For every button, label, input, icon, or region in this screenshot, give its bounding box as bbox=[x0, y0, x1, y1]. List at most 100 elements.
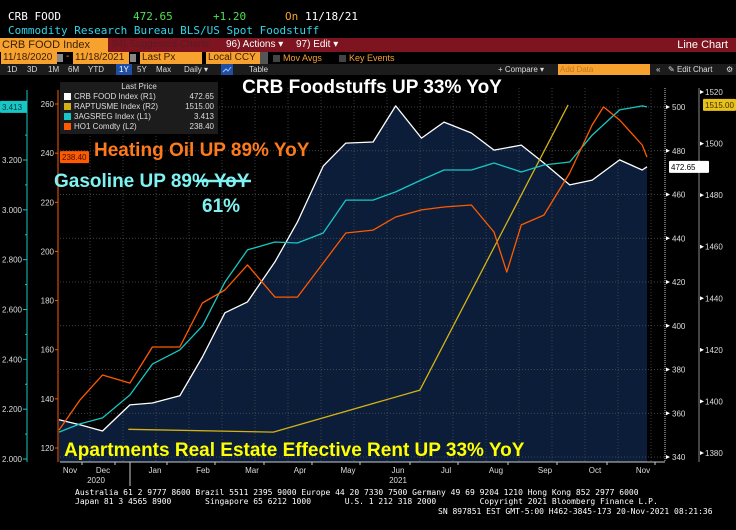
chart-title: CRB Foodstuffs UP 33% YoY bbox=[242, 77, 502, 98]
axis-l1-tick-label: 2.200 bbox=[2, 405, 23, 414]
axis-l1-tick-label: 2.000 bbox=[2, 455, 23, 464]
annotation-gasoline: Gasoline UP 89% YoY bbox=[54, 171, 250, 192]
last-value-tag-l2-bg bbox=[60, 151, 89, 164]
mov-avgs-checkbox[interactable]: Mov Avgs bbox=[273, 52, 322, 64]
period-button-3d[interactable]: 3D bbox=[27, 65, 38, 74]
period-button-1m[interactable]: 1M bbox=[48, 65, 60, 74]
legend-last-value: 472.65 bbox=[189, 92, 214, 101]
legend-last-value: 1515.00 bbox=[185, 102, 214, 111]
last-value-tag-r1-bg bbox=[669, 160, 709, 173]
axis-r2-tick-label: 1440 bbox=[705, 294, 723, 303]
compare-button[interactable]: + Compare ▾ bbox=[498, 65, 545, 74]
legend-last-value: 3.413 bbox=[193, 112, 214, 121]
legend-entry: HO1 Comdty (L2) 238.40 bbox=[60, 122, 218, 132]
series-line-ho1-comdty bbox=[58, 106, 648, 431]
last-value-tag-l2: 238.40 bbox=[62, 153, 87, 162]
key-events-checkbox[interactable]: Key Events bbox=[339, 52, 395, 64]
security-description: Commodity Research Bureau BLS/US Spot Fo… bbox=[8, 24, 320, 37]
gear-icon[interactable]: ⚙ bbox=[726, 65, 734, 74]
price-change: +1.20 bbox=[213, 10, 247, 23]
x-axis-year-label: 2020 bbox=[87, 476, 105, 485]
period-button-ytd[interactable]: YTD bbox=[88, 65, 104, 74]
currency-select[interactable]: Local CCY bbox=[206, 52, 260, 64]
calendar-icon[interactable] bbox=[130, 54, 136, 62]
pencil-icon: ✎ bbox=[668, 65, 677, 74]
annotation-heating-oil: Heating Oil UP 89% YoY bbox=[94, 140, 310, 161]
axis-r1-tick bbox=[666, 148, 670, 153]
axis-l1-tick-label: 3.000 bbox=[2, 206, 23, 215]
checkbox-icon[interactable] bbox=[273, 55, 280, 63]
x-axis-month-label: Apr bbox=[294, 466, 307, 475]
axis-r1-tick-label: 500 bbox=[672, 103, 686, 112]
x-axis-month-label: Aug bbox=[489, 466, 503, 475]
axis-r1-tick-label: 460 bbox=[672, 191, 686, 200]
legend-swatch bbox=[64, 103, 71, 110]
axis-l2-tick-label: 140 bbox=[41, 395, 55, 404]
table-button[interactable]: Table bbox=[249, 65, 269, 74]
period-button-max[interactable]: Max bbox=[156, 65, 172, 74]
legend-swatch bbox=[64, 93, 71, 100]
x-axis-month-label: Jun bbox=[392, 466, 405, 475]
period-button-5y[interactable]: 5Y bbox=[137, 65, 147, 74]
on-label: On bbox=[285, 10, 299, 23]
axis-r2-tick-label: 1400 bbox=[705, 397, 723, 406]
axis-l2-tick-label: 260 bbox=[41, 100, 55, 109]
last-value-tag-r1: 472.65 bbox=[671, 163, 696, 172]
axis-r2-tick bbox=[700, 90, 704, 94]
line-chart-icon[interactable] bbox=[221, 64, 233, 75]
start-date-input[interactable]: 11/18/2020 bbox=[1, 52, 57, 64]
calendar-icon[interactable] bbox=[57, 54, 63, 62]
footer-contacts-1: Australia 61 2 9777 8600 Brazil 5511 239… bbox=[75, 488, 639, 497]
edit-chart-label: Edit Chart bbox=[676, 65, 713, 74]
gasoline-struck-value: 89% bbox=[171, 171, 209, 192]
x-axis-year-label: 2021 bbox=[389, 476, 407, 485]
field-select[interactable]: Last Px bbox=[140, 52, 202, 64]
axis-r1-tick bbox=[666, 192, 670, 197]
axis-r2-tick-label: 1520 bbox=[705, 88, 723, 97]
price-date: 11/18/21 bbox=[305, 10, 358, 23]
axis-r2-tick-label: 1500 bbox=[705, 140, 723, 149]
axis-l2-tick-label: 220 bbox=[41, 198, 55, 207]
last-value-tag-l1-bg bbox=[0, 100, 27, 113]
period-button-1y[interactable]: 1Y bbox=[116, 64, 132, 75]
axis-r1-tick bbox=[666, 280, 670, 284]
menu-bar bbox=[0, 38, 736, 52]
x-axis-month-label: Nov bbox=[63, 466, 77, 475]
period-button-1d[interactable]: 1D bbox=[7, 65, 18, 74]
axis-r1-tick-label: 440 bbox=[672, 234, 686, 243]
legend-series-name: RAPTUSME Index (R2) bbox=[74, 102, 159, 111]
add-data-input[interactable]: Add Data bbox=[558, 64, 650, 75]
legend-header: Last Price bbox=[121, 82, 157, 91]
axis-r1-tick-label: 340 bbox=[672, 453, 686, 462]
footer-contacts-2: Japan 81 3 4565 8900 Singapore 65 6212 1… bbox=[75, 497, 658, 506]
legend-swatch bbox=[64, 123, 71, 130]
x-axis-month-label: Mar bbox=[245, 466, 259, 475]
annotation-rent: Apartments Real Estate Effective Rent UP… bbox=[64, 440, 525, 461]
edit-chart-button[interactable]: ✎ Edit Chart bbox=[668, 64, 713, 75]
period-button-6m[interactable]: 6M bbox=[68, 65, 80, 74]
axis-l2-tick-label: 160 bbox=[41, 346, 55, 355]
axis-r2-tick bbox=[700, 141, 704, 146]
legend: Last Price CRB FOOD Index (R1) 472.65 RAPT… bbox=[60, 82, 218, 134]
axis-l1-tick-label: 2.600 bbox=[2, 306, 23, 315]
series-line-3agsreg-index bbox=[58, 105, 648, 433]
axis-r2-tick-label: 1460 bbox=[705, 243, 723, 252]
mov-avgs-label: Mov Avgs bbox=[283, 53, 322, 63]
ticker: CRB FOOD bbox=[8, 10, 61, 23]
edit-menu[interactable]: 97) Edit ▾ bbox=[296, 39, 339, 50]
x-axis-month-label: Jan bbox=[149, 466, 162, 475]
suggested-charts-button[interactable]: 94) Suggested Charts bbox=[112, 39, 210, 50]
dropdown-arrow-icon[interactable] bbox=[260, 52, 268, 64]
legend-series-name: 3AGSREG Index (L1) bbox=[74, 112, 151, 121]
last-value-tag-r2-bg bbox=[703, 98, 736, 111]
frequency-select[interactable]: Daily ▾ bbox=[184, 65, 209, 74]
collapse-button[interactable]: « bbox=[656, 65, 661, 74]
chart-type-label: Line Chart bbox=[677, 39, 728, 51]
axis-r1-tick-label: 400 bbox=[672, 322, 686, 331]
checkbox-icon[interactable] bbox=[339, 55, 346, 63]
security-field[interactable]: CRB FOOD Index bbox=[0, 38, 108, 52]
crb-area-fill bbox=[59, 105, 647, 463]
actions-menu[interactable]: 96) Actions ▾ bbox=[226, 39, 284, 50]
end-date-input[interactable]: 11/18/2021 bbox=[73, 52, 129, 64]
